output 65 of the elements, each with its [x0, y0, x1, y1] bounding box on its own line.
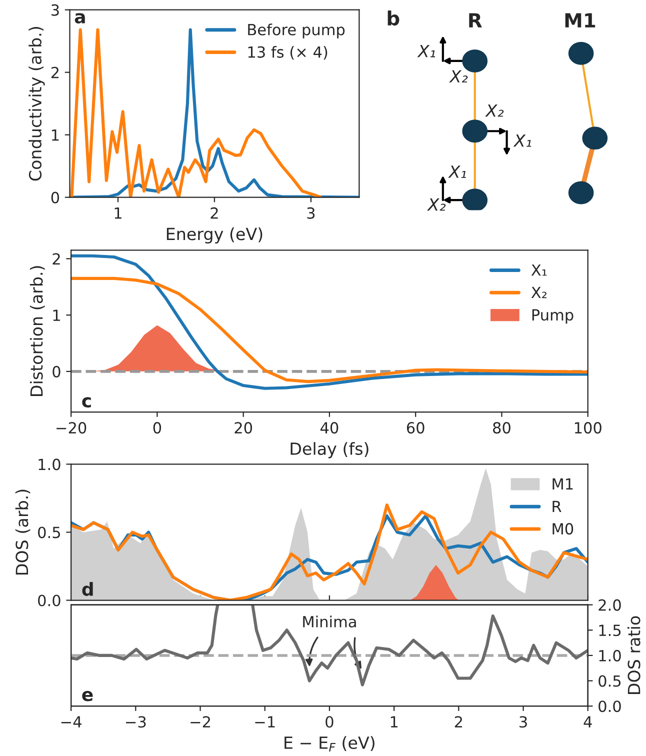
x-tick-label: −4 — [61, 716, 82, 728]
y-tick-label: 2 — [51, 66, 59, 78]
x-tick-label: 0 — [326, 716, 334, 728]
x-tick-label: 1 — [114, 208, 122, 219]
x-tick-label: 40 — [320, 422, 338, 434]
y-axis-title: DOS (arb.) — [15, 490, 30, 574]
x-tick-label: 80 — [493, 422, 510, 434]
x-tick-label: 20 — [234, 422, 252, 434]
y2-tick-label: 1.0 — [599, 650, 621, 662]
text: b — [388, 10, 400, 26]
text: X₂ — [485, 104, 504, 117]
x-tick-label: 1 — [390, 716, 398, 728]
x-tick-label: 60 — [406, 422, 424, 434]
x-axis-title: E − E$_{F}$ (eV) — [284, 736, 374, 752]
x-axis-title: Delay (fs) — [290, 442, 368, 458]
x-tick-label: 3 — [520, 716, 527, 728]
x-tick-label: 0 — [153, 422, 162, 434]
annotation: Minima — [303, 616, 356, 628]
x-tick-label: −1 — [255, 716, 275, 728]
x-tick-label: −2 — [190, 716, 210, 728]
line-series — [71, 254, 588, 390]
y-tick-label: 3 — [51, 4, 59, 16]
text: M1 — [565, 13, 596, 28]
x-tick-label: 2 — [210, 207, 218, 219]
x-tick-label: 4 — [584, 716, 592, 728]
annotation: d — [82, 582, 93, 596]
y-tick-label: 1 — [52, 129, 59, 141]
y2-tick-label: 0.0 — [598, 700, 621, 712]
text: R — [469, 13, 482, 28]
text: X₁ — [513, 134, 532, 147]
x-axis-title: Energy (eV) — [166, 227, 262, 244]
x-tick-label: −20 — [56, 422, 86, 434]
y-tick-label: 2 — [52, 253, 60, 264]
y2-tick-label: 2.0 — [598, 599, 621, 611]
y-tick-label: 0.5 — [38, 526, 60, 538]
y-tick-label: 0 — [51, 192, 60, 204]
legend-label: 13 fs (× 4) — [248, 46, 328, 60]
legend-label: X₂ — [531, 286, 547, 298]
annotation: e — [82, 690, 93, 702]
annotation: c — [82, 397, 91, 408]
x-tick-label: 2 — [454, 716, 462, 728]
line-series — [71, 276, 588, 384]
y-tick-label: 0 — [52, 366, 60, 378]
y-axis-title: Conductivity (arb.) — [28, 27, 45, 181]
y-tick-label: 1.0 — [38, 458, 60, 470]
annotation: a — [74, 13, 85, 24]
text: X₁ — [417, 44, 436, 58]
legend-label: Pump — [532, 309, 574, 324]
text: X₂ — [427, 198, 446, 211]
x-tick-label: −3 — [126, 716, 146, 728]
legend-label: Before pump — [248, 24, 345, 38]
text: X₂ — [449, 70, 468, 82]
text: X₁ — [448, 166, 466, 178]
legend-label: M0 — [552, 523, 574, 535]
y-axis-title: Distortion (arb.) — [30, 266, 45, 396]
y2-axis-title: DOS ratio — [627, 616, 640, 694]
y2-tick-label: 0.5 — [598, 675, 621, 687]
x-tick-label: 3 — [307, 207, 315, 219]
y2-tick-label: 1.5 — [599, 624, 621, 636]
legend-label: M1 — [552, 478, 573, 490]
y-tick-label: 1 — [53, 310, 60, 321]
x-tick-label: 100 — [574, 422, 602, 434]
y-tick-label: 0.0 — [38, 594, 60, 606]
legend-label: R — [552, 500, 562, 512]
legend-label: X₁ — [531, 264, 547, 276]
